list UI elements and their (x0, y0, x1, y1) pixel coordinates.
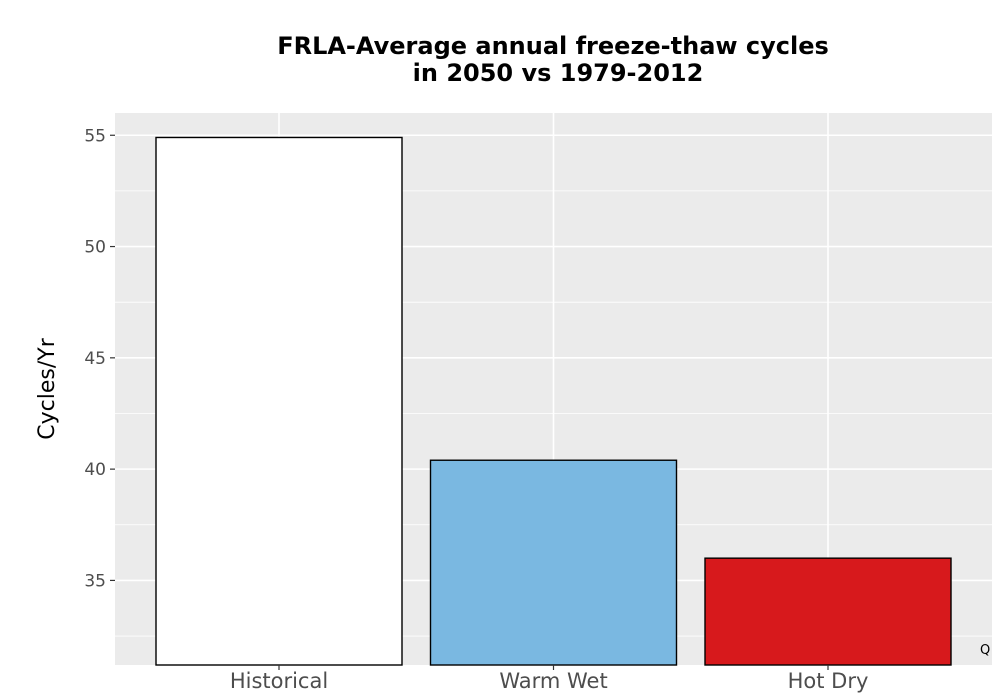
bar-historical (155, 136, 403, 666)
y-tick-label: 40 (84, 460, 106, 480)
bars (155, 136, 952, 666)
y-axis-ticks: 35 40 45 50 55 (84, 126, 115, 591)
x-tick-label: Hot Dry (788, 669, 869, 693)
y-axis-label: Cycles/Yr (35, 337, 60, 439)
chart-title-line-1: FRLA-Average annual freeze-thaw cycles (277, 32, 829, 60)
corner-label: Q (980, 643, 990, 658)
y-tick-label: 45 (84, 349, 106, 369)
x-axis-ticks: Historical Warm Wet Hot Dry (230, 665, 869, 693)
bar-hot-dry (704, 557, 952, 666)
bar-warm-wet (429, 459, 678, 666)
y-tick-label: 55 (84, 126, 106, 146)
x-tick-label: Historical (230, 669, 328, 693)
x-tick-label: Warm Wet (499, 669, 607, 693)
chart-title-line-2: in 2050 vs 1979-2012 (413, 59, 704, 87)
y-tick-label: 35 (84, 571, 106, 591)
y-tick-label: 50 (84, 238, 106, 258)
